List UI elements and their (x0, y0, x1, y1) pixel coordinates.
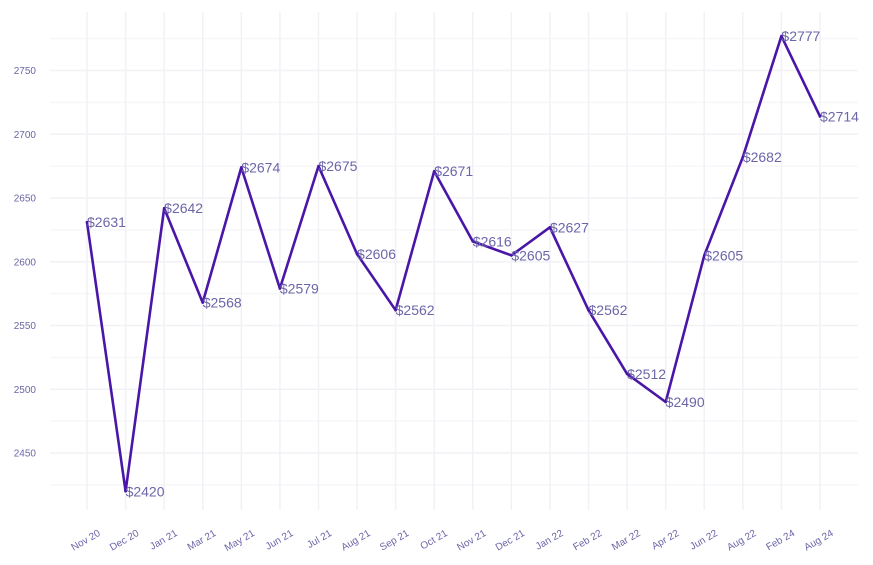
x-tick-label: Aug 24 (803, 528, 836, 554)
data-point (162, 206, 166, 210)
x-tick-label: May 21 (223, 528, 257, 554)
series-line (85, 34, 822, 493)
x-tick-label: Feb 22 (572, 528, 605, 553)
data-point (510, 254, 513, 257)
data-label: $2642 (164, 200, 203, 216)
data-point (818, 115, 822, 118)
data-label: $2777 (781, 28, 820, 44)
y-tick-label: 2650 (14, 194, 37, 205)
y-tick-label: 2750 (14, 66, 37, 77)
x-tick-label: Sep 21 (378, 528, 411, 554)
x-tick-label: Dec 21 (494, 528, 527, 554)
data-point (317, 164, 320, 168)
y-tick-label: 2450 (14, 449, 37, 460)
data-point (278, 287, 282, 290)
x-axis: Nov 20 Dec 20 Jan 21 Mar 21 May 21 Jun 21 Jul … (70, 528, 836, 554)
series-group (85, 34, 822, 493)
data-label: $2606 (357, 246, 396, 262)
x-tick-label: Jan 22 (534, 528, 566, 553)
data-label: $2568 (203, 295, 242, 311)
data-label: $2627 (550, 219, 589, 235)
data-label: $2675 (318, 158, 357, 174)
data-point (587, 308, 590, 312)
y-tick-label: 2600 (14, 257, 37, 268)
data-label: $2562 (396, 302, 435, 318)
data-label: $2512 (627, 366, 666, 382)
data-point (124, 489, 127, 493)
data-label: $2420 (126, 483, 165, 499)
data-point (780, 34, 783, 38)
data-label: $2605 (704, 247, 743, 263)
x-tick-label: Nov 20 (70, 528, 103, 554)
x-tick-label: Mar 21 (186, 528, 219, 553)
data-point (355, 252, 359, 256)
x-tick-label: Dec 20 (108, 528, 141, 554)
x-tick-label: Aug 22 (725, 528, 758, 554)
data-labels: $2631 $2420 $2642 $2568 $2674 $2579 $2675 $2606… (87, 28, 859, 499)
data-point (432, 169, 436, 173)
data-label: $2562 (589, 302, 628, 318)
data-point (664, 400, 667, 404)
x-tick-label: Nov 21 (455, 528, 488, 554)
x-tick-label: Feb 24 (764, 528, 797, 553)
data-point (471, 240, 475, 243)
data-label: $2674 (241, 159, 280, 175)
data-point (201, 301, 205, 304)
data-point (741, 155, 745, 159)
data-label: $2605 (511, 247, 550, 263)
x-tick-label: Jun 22 (688, 528, 720, 553)
x-tick-label: Jun 21 (264, 528, 296, 553)
y-axis: 2450 2500 2550 2600 2650 2700 2750 (14, 66, 37, 460)
data-label: $2682 (743, 149, 782, 165)
y-tick-label: 2550 (14, 321, 37, 332)
y-tick-label: 2700 (14, 130, 37, 141)
data-point (625, 372, 629, 376)
x-tick-label: Aug 21 (340, 528, 373, 554)
data-point (394, 308, 397, 312)
y-tick-label: 2500 (14, 385, 37, 396)
x-tick-label: Oct 21 (419, 528, 450, 552)
x-tick-label: Jul 21 (305, 528, 334, 551)
data-point (548, 226, 552, 229)
data-point (702, 254, 706, 257)
data-point (85, 220, 89, 224)
data-label: $2714 (820, 108, 859, 124)
gridlines (50, 12, 858, 510)
data-label: $2671 (434, 163, 473, 179)
data-label: $2631 (87, 214, 126, 230)
data-label: $2490 (666, 394, 705, 410)
data-label: $2579 (280, 281, 319, 297)
data-label: $2616 (473, 233, 512, 249)
x-tick-label: Jan 21 (148, 528, 180, 553)
x-tick-label: Mar 22 (610, 528, 643, 553)
x-tick-label: Apr 22 (650, 528, 681, 552)
data-point (240, 166, 243, 169)
